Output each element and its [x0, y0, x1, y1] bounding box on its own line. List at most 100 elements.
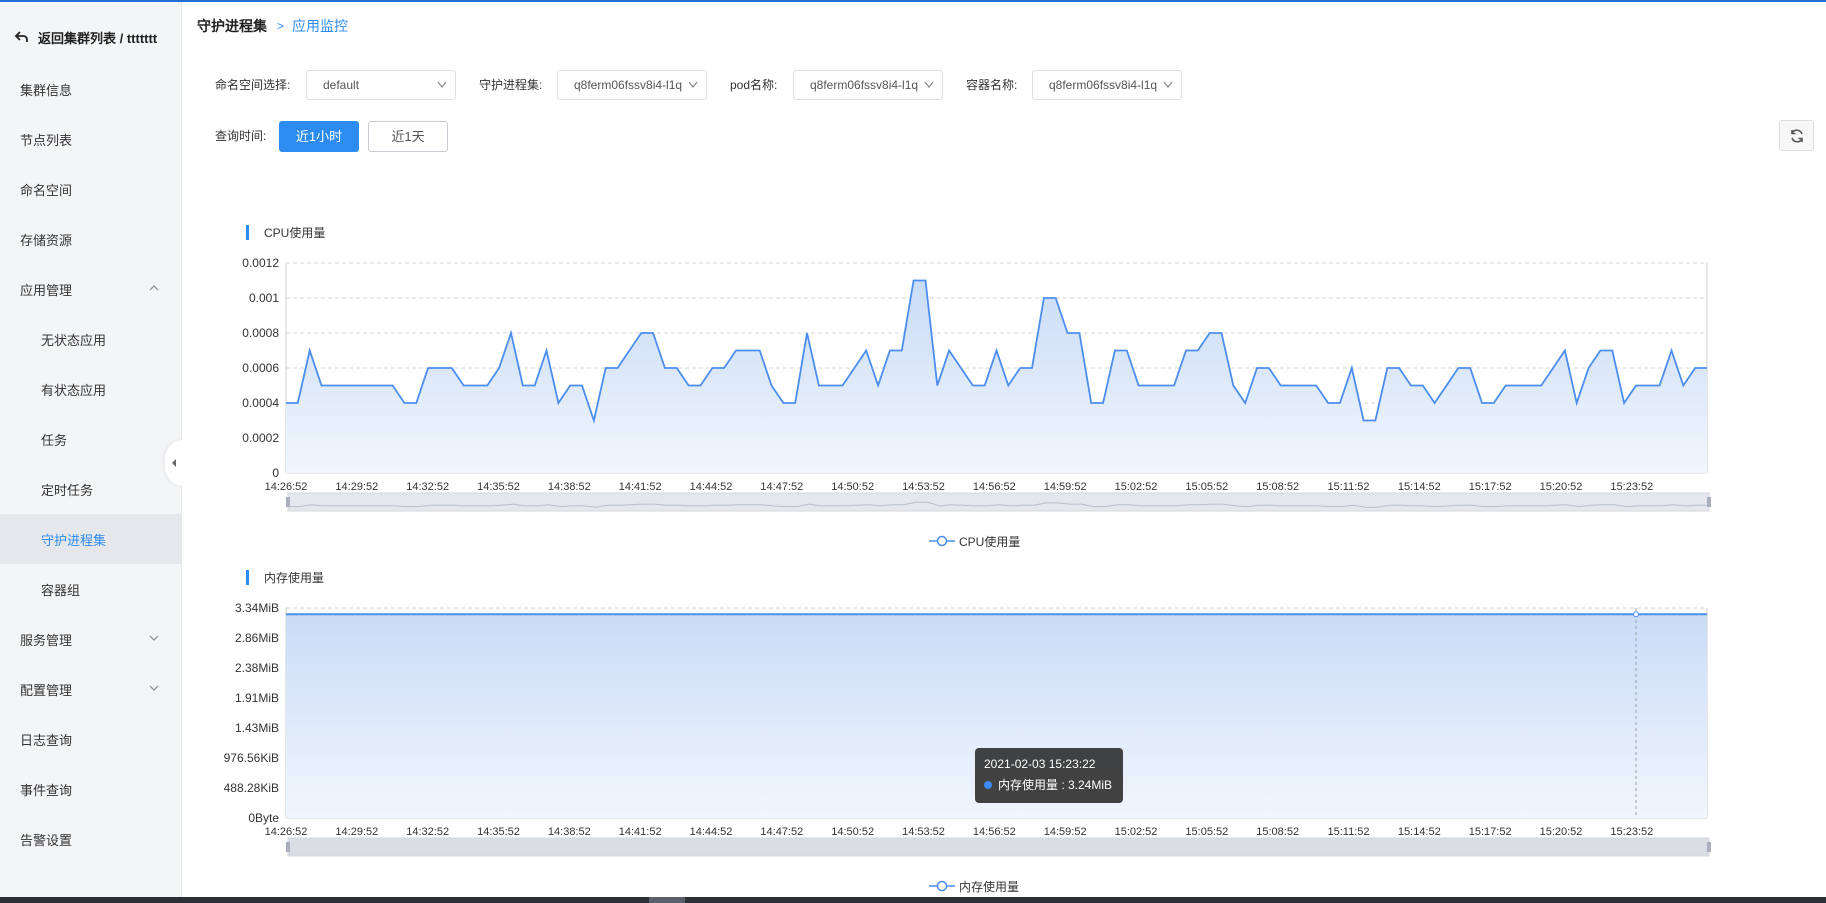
- cpu-x-tick-label: 14:56:52: [973, 481, 1016, 493]
- cpu-area: [286, 280, 1707, 473]
- memory-x-tick-label: 14:29:52: [335, 826, 378, 838]
- title-accent-bar: [246, 224, 249, 240]
- cpu-y-tick-label: 0.0002: [242, 431, 279, 445]
- cpu-x-tick-label: 15:23:52: [1610, 481, 1653, 493]
- sidebar-item-label: 告警设置: [20, 832, 73, 848]
- sidebar-item-label: 日志查询: [20, 732, 73, 748]
- memory-legend-item[interactable]: 内存使用量: [929, 878, 1019, 894]
- daemonset-select[interactable]: q8ferm06fssv8i4-l1q: [557, 70, 707, 100]
- sidebar-item-stateful-app[interactable]: 有状态应用: [0, 364, 181, 414]
- chevron-down-icon: [149, 635, 159, 641]
- sidebar-item-event-query[interactable]: 事件查询: [0, 764, 181, 814]
- title-accent-bar: [246, 569, 249, 585]
- sidebar-collapse-handle[interactable]: [165, 440, 183, 486]
- namespace-select[interactable]: default: [306, 70, 456, 100]
- sidebar-item-log-query[interactable]: 日志查询: [0, 714, 181, 764]
- memory-y-tick-label: 976.56KiB: [224, 751, 279, 765]
- cpu-y-tick-label: 0.0008: [242, 326, 279, 340]
- container-label: 容器名称:: [966, 78, 1018, 92]
- breadcrumb: 守护进程集 > 应用监控: [197, 16, 348, 36]
- cpu-x-tick-label: 14:50:52: [831, 481, 874, 493]
- cpu-chart-title-text: CPU使用量: [264, 225, 326, 240]
- tooltip-series-dot: [984, 780, 992, 789]
- chevron-up-icon: [149, 285, 159, 291]
- chevron-down-icon: [437, 81, 447, 88]
- memory-y-tick-label: 2.38MiB: [235, 661, 279, 675]
- back-to-cluster-list[interactable]: 返回集群列表 / ttttttt: [0, 12, 181, 62]
- memory-x-tick-label: 14:38:52: [548, 826, 591, 838]
- cpu-zoom-handle-left: [286, 497, 290, 507]
- memory-x-tick-label: 15:17:52: [1469, 826, 1512, 838]
- breadcrumb-parent[interactable]: 守护进程集: [197, 18, 267, 34]
- cpu-series-line: [286, 279, 1707, 424]
- pod-label: pod名称:: [730, 78, 778, 92]
- sidebar-item-label: 应用管理: [20, 282, 73, 298]
- memory-x-tick-label: 14:26:52: [265, 826, 308, 838]
- memory-x-tick-label: 14:47:52: [760, 826, 803, 838]
- memory-zoom-handle-right: [1707, 842, 1711, 852]
- sidebar-item-service-management[interactable]: 服务管理: [0, 614, 181, 664]
- cpu-zoom-handle-right: [1707, 497, 1711, 507]
- cpu-legend-item[interactable]: CPU使用量: [929, 533, 1020, 549]
- daemonset-select-value: q8ferm06fssv8i4-l1q: [574, 78, 683, 92]
- sidebar-item-label: 存储资源: [20, 232, 73, 248]
- sidebar-item-config-management[interactable]: 配置管理: [0, 664, 181, 714]
- legend-line-icon: [929, 535, 955, 547]
- namespace-label: 命名空间选择:: [215, 78, 291, 92]
- memory-x-tick-label: 15:02:52: [1115, 826, 1158, 838]
- sidebar-item-label: 任务: [41, 432, 68, 448]
- sidebar: 返回集群列表 / ttttttt 集群信息节点列表命名空间存储资源应用管理无状态…: [0, 2, 182, 897]
- sidebar-item-stateless-app[interactable]: 无状态应用: [0, 314, 181, 364]
- cpu-legend-label: CPU使用量: [959, 534, 1021, 549]
- cpu-x-tick-label: 15:20:52: [1540, 481, 1583, 493]
- memory-zoom-handle-left: [286, 842, 290, 852]
- back-label: 返回集群列表 / ttttttt: [38, 30, 158, 46]
- sidebar-item-node-list[interactable]: 节点列表: [0, 114, 181, 164]
- tooltip-time: 2021-02-03 15:23:22: [984, 757, 1096, 771]
- daemonset-label: 守护进程集:: [479, 78, 543, 92]
- memory-x-tick-label: 14:35:52: [477, 826, 520, 838]
- sidebar-item-job[interactable]: 任务: [0, 414, 181, 464]
- sidebar-item-label: 服务管理: [20, 632, 73, 648]
- cpu-x-tick-label: 15:11:52: [1327, 481, 1369, 493]
- cpu-x-tick-label: 14:59:52: [1044, 481, 1087, 493]
- window-top-border: [0, 0, 1826, 2]
- cpu-chart-title: CPU使用量: [246, 224, 325, 240]
- cpu-x-tick-label: 14:32:52: [406, 481, 449, 493]
- sidebar-item-label: 定时任务: [41, 482, 94, 498]
- memory-y-tick-label: 2.86MiB: [235, 631, 279, 645]
- sidebar-item-label: 无状态应用: [41, 332, 107, 348]
- time-1h-button[interactable]: 近1小时: [279, 121, 359, 152]
- sidebar-item-cronjob[interactable]: 定时任务: [0, 464, 181, 514]
- breadcrumb-current: 应用监控: [292, 18, 349, 34]
- time-1d-button[interactable]: 近1天: [368, 121, 448, 152]
- sidebar-item-alert-settings[interactable]: 告警设置: [0, 814, 181, 864]
- cpu-x-tick-label: 15:14:52: [1398, 481, 1441, 493]
- chevron-left-icon: [172, 459, 176, 467]
- memory-x-tick-label: 14:44:52: [690, 826, 733, 838]
- cpu-x-tick-label: 15:08:52: [1256, 481, 1299, 493]
- sidebar-item-pod[interactable]: 容器组: [0, 564, 181, 614]
- sidebar-item-label: 节点列表: [20, 132, 73, 148]
- cpu-x-tick-label: 15:02:52: [1115, 481, 1158, 493]
- sidebar-item-storage[interactable]: 存储资源: [0, 214, 181, 264]
- memory-zoom-slider: [287, 837, 1710, 857]
- sidebar-item-label: 有状态应用: [41, 382, 107, 398]
- sidebar-item-namespace[interactable]: 命名空间: [0, 164, 181, 214]
- cpu-x-tick-label: 14:44:52: [690, 481, 733, 493]
- sidebar-item-cluster-info[interactable]: 集群信息: [0, 64, 181, 114]
- sidebar-item-daemonset[interactable]: 守护进程集: [0, 514, 181, 564]
- sidebar-item-label: 集群信息: [20, 82, 73, 98]
- refresh-button[interactable]: [1779, 120, 1814, 151]
- cpu-x-tick-label: 14:26:52: [265, 481, 308, 493]
- container-select[interactable]: q8ferm06fssv8i4-l1q: [1032, 70, 1182, 100]
- memory-legend-label: 内存使用量: [959, 879, 1020, 894]
- memory-x-tick-label: 15:05:52: [1185, 826, 1228, 838]
- taskbar-strip: [0, 897, 1826, 903]
- sidebar-item-label: 容器组: [41, 582, 81, 598]
- pod-select[interactable]: q8ferm06fssv8i4-l1q: [793, 70, 943, 100]
- memory-y-tick-label: 1.91MiB: [235, 691, 279, 705]
- memory-y-tick-label: 488.28KiB: [224, 781, 279, 795]
- sidebar-item-app-management[interactable]: 应用管理: [0, 264, 181, 314]
